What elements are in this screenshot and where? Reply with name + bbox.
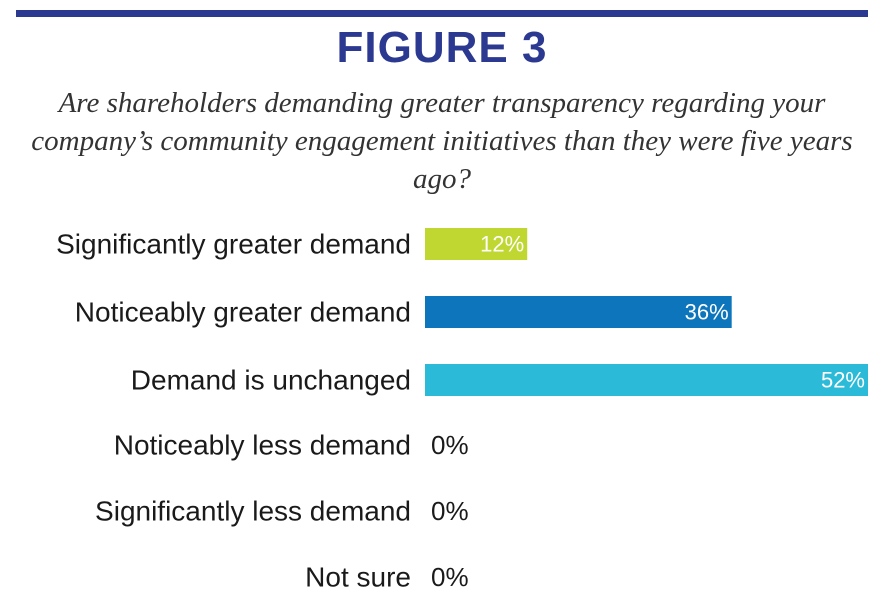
category-label: Significantly less demand [95, 496, 411, 527]
category-label: Noticeably greater demand [75, 297, 411, 328]
bar [425, 228, 528, 260]
figure-label: FIGURE 3 [336, 23, 548, 72]
top-rule [16, 10, 868, 17]
category-label: Not sure [305, 562, 411, 593]
chart-title: Are shareholders demanding greater trans… [31, 87, 853, 195]
value-label: 0% [431, 496, 469, 526]
category-label: Noticeably less demand [114, 430, 411, 461]
value-label: 36% [685, 300, 729, 325]
category-label: Demand is unchanged [131, 365, 411, 396]
value-label: 0% [431, 430, 469, 460]
value-label: 12% [480, 232, 524, 257]
value-label: 0% [431, 562, 469, 592]
category-label: Significantly greater demand [56, 229, 411, 260]
value-label: 52% [821, 368, 865, 393]
bar [425, 296, 732, 328]
bar [425, 364, 868, 396]
